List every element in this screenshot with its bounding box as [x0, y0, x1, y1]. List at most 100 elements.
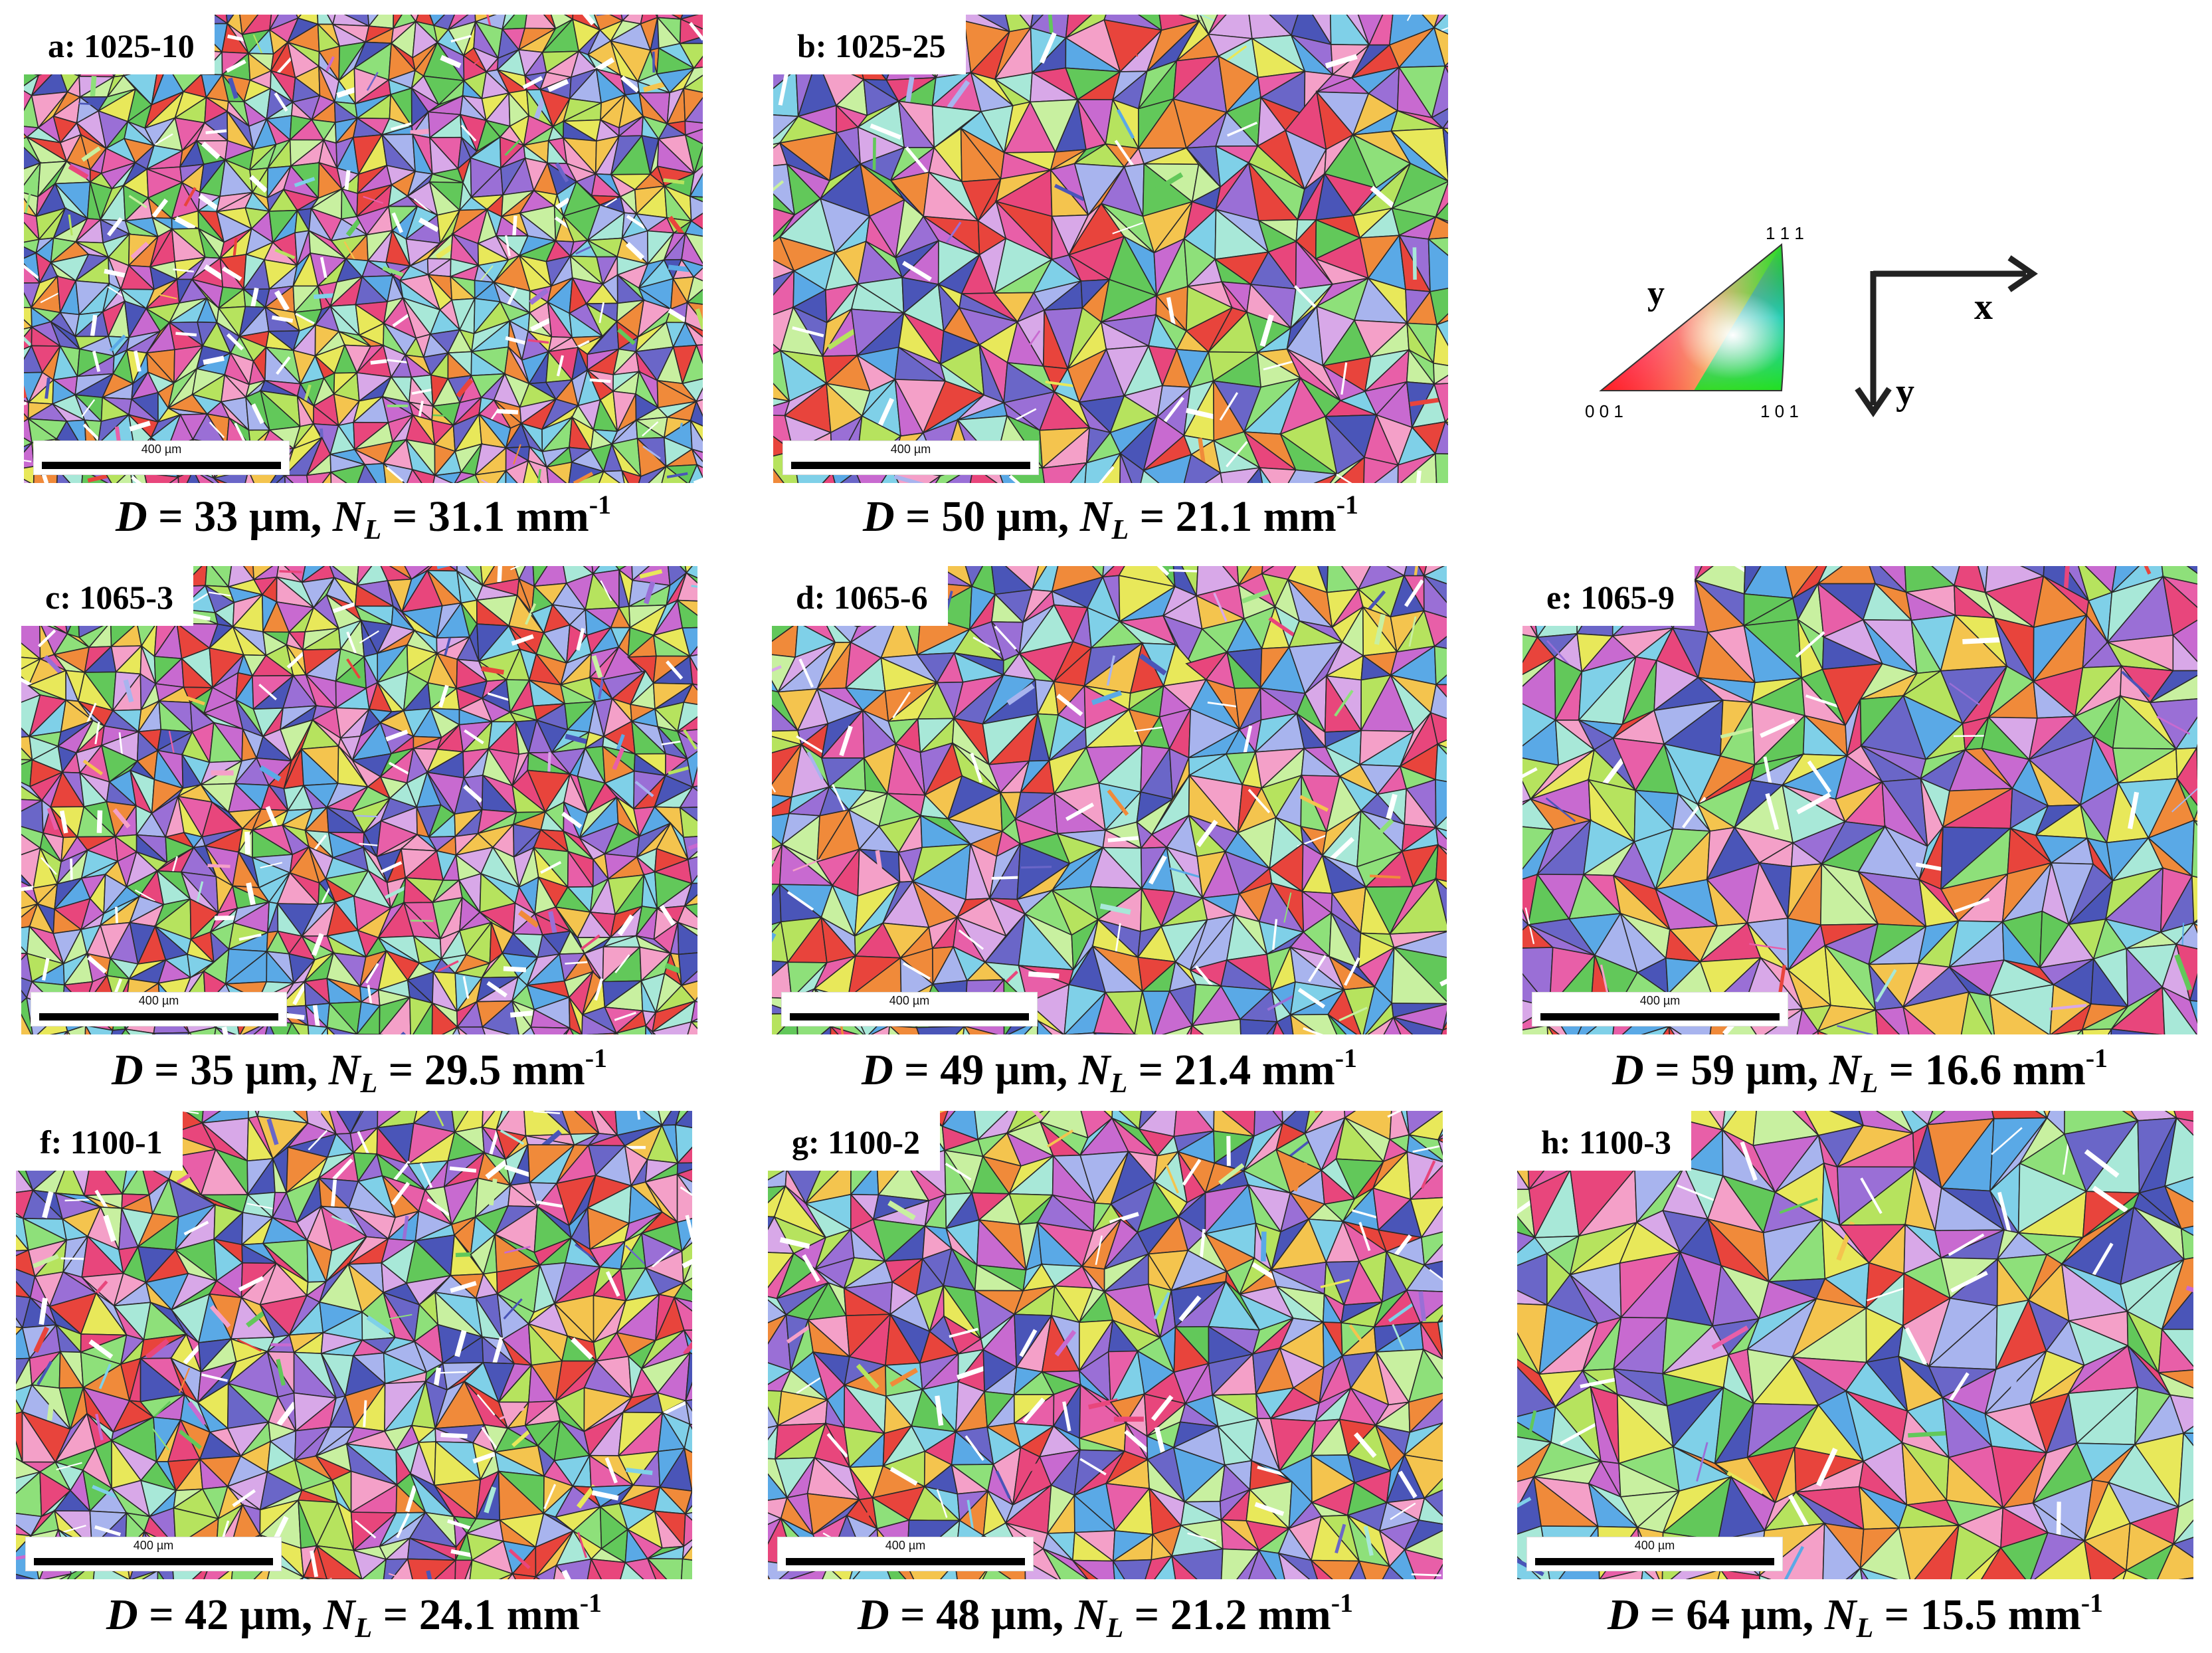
- grain: [1428, 238, 1448, 292]
- twin-band: [129, 421, 151, 432]
- grain-map: [16, 1111, 692, 1579]
- twin-band: [1219, 392, 1239, 421]
- ebsd-map: [24, 15, 703, 483]
- grain: [888, 1024, 900, 1034]
- grain: [2162, 985, 2197, 1034]
- twin-band: [1259, 314, 1274, 347]
- grain: [691, 1018, 697, 1022]
- grain: [357, 463, 377, 483]
- twin-band: [456, 378, 474, 398]
- twin-band: [518, 910, 540, 928]
- grain: [1259, 467, 1271, 483]
- twin-band: [336, 86, 358, 98]
- grain: [686, 566, 697, 579]
- twin-band: [208, 591, 231, 597]
- grain: [1931, 566, 1960, 587]
- grain: [2051, 1028, 2084, 1034]
- twin-band: [2156, 716, 2191, 735]
- twin-band: [1213, 593, 1228, 622]
- twin-band: [832, 784, 847, 813]
- twin-band: [449, 1166, 477, 1173]
- twin-band: [798, 658, 814, 688]
- grain: [1433, 645, 1447, 686]
- grain: [169, 476, 179, 483]
- twin-band: [535, 1200, 563, 1208]
- panel-label: d: 1065-6: [772, 566, 948, 626]
- twin-band: [1056, 694, 1083, 717]
- twin-band: [892, 692, 911, 719]
- grain: [676, 1162, 692, 1175]
- twin-band: [1115, 923, 1121, 954]
- twin-band: [1522, 886, 1531, 904]
- twin-band: [2128, 791, 2140, 829]
- twin-band: [792, 858, 822, 872]
- twin-band: [533, 97, 546, 120]
- twin-band: [1370, 185, 1398, 211]
- grain: [688, 463, 703, 483]
- twin-band: [386, 466, 404, 482]
- twin-band: [345, 217, 363, 237]
- scale-bar-label: 400 µm: [141, 442, 182, 456]
- grain-map: [1522, 566, 2197, 1034]
- twin-band: [1139, 653, 1167, 676]
- twin-band: [642, 445, 661, 460]
- grain: [870, 1024, 891, 1034]
- twin-band: [573, 472, 594, 483]
- twin-band: [530, 318, 551, 332]
- twin-band: [486, 981, 507, 998]
- grain: [1546, 1024, 1554, 1034]
- panel-d: d: 1065-6 400 µm: [772, 566, 1447, 1034]
- grain: [1434, 452, 1448, 483]
- twin-band: [344, 169, 351, 192]
- twin-band: [1156, 566, 1170, 576]
- twin-band: [104, 268, 126, 278]
- panel-caption: D = 50 µm, NL = 21.1 mm-1: [862, 490, 1359, 545]
- twin-band: [1410, 397, 1443, 407]
- twin-band: [614, 954, 630, 973]
- twin-band: [312, 1005, 320, 1028]
- grain: [16, 1234, 30, 1252]
- grain: [16, 1166, 35, 1193]
- twin-band: [893, 474, 925, 483]
- twin-band: [668, 264, 690, 272]
- twin-band: [332, 602, 355, 613]
- corner-101-label: 1 0 1: [1760, 401, 1799, 421]
- grain: [1429, 683, 1447, 720]
- twin-band: [1338, 1007, 1368, 1022]
- twin-band: [232, 237, 238, 259]
- grain: [963, 1025, 998, 1034]
- ipf-color-key: y 0 0 1 1 0 1 1 1 1: [1585, 225, 1804, 421]
- twin-band: [522, 76, 543, 90]
- twin-band: [695, 308, 703, 330]
- twin-band: [274, 290, 290, 312]
- twin-band: [90, 314, 98, 336]
- twin-band: [614, 1011, 636, 1021]
- twin-band: [1438, 27, 1448, 33]
- twin-band: [1247, 789, 1271, 814]
- grain: [21, 747, 34, 761]
- grain: [929, 475, 941, 483]
- grain: [1037, 1020, 1065, 1034]
- grain: [1190, 1019, 1242, 1034]
- grain: [679, 43, 703, 70]
- twin-band: [24, 193, 31, 215]
- twin-band: [504, 1165, 531, 1177]
- twin-band: [179, 1111, 199, 1114]
- grain: [773, 468, 784, 483]
- grain-map: [21, 566, 697, 1034]
- twin-band: [258, 684, 277, 701]
- grain: [688, 646, 697, 657]
- twin-band: [1795, 631, 1825, 658]
- grain: [615, 1024, 647, 1034]
- twin-band: [359, 630, 379, 644]
- panel-f: f: 1100-1 400 µm: [16, 1111, 692, 1579]
- twin-band: [970, 752, 983, 783]
- twin-band: [2144, 566, 2152, 575]
- twin-band: [1048, 15, 1054, 36]
- grain: [1393, 1017, 1444, 1034]
- grain: [1433, 27, 1448, 68]
- twin-band: [86, 702, 97, 725]
- grain: [451, 1111, 469, 1134]
- grain: [2189, 973, 2197, 1002]
- grain: [679, 786, 697, 809]
